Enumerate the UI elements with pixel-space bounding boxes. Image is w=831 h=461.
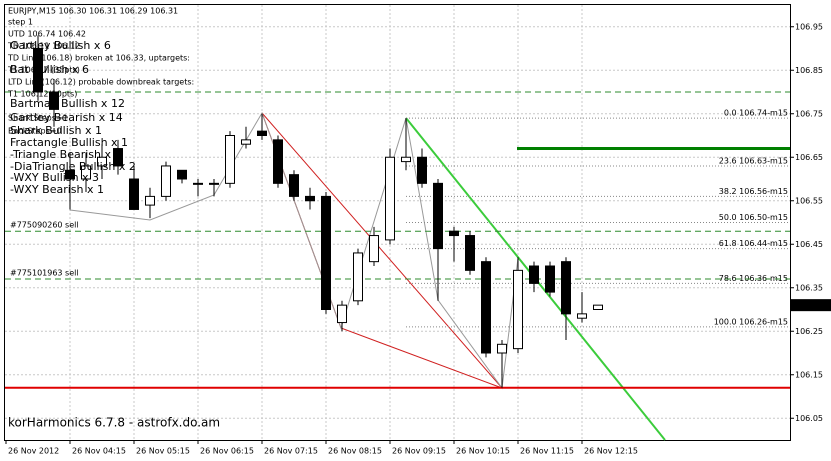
status-line: step 1 (8, 18, 33, 27)
pattern-label: -WXY Bullish x 3 (10, 171, 99, 184)
pattern-label: -DiaTriangle Bullish x 2 (10, 160, 136, 173)
status-line: Shark Steps=1 (8, 114, 68, 123)
candle-body (209, 182, 219, 185)
candle-body (225, 135, 235, 184)
x-tick-label: 26 Nov 12:15 (584, 447, 638, 456)
candle-body (465, 235, 475, 271)
fibo-label: 23.6 106.63-m15 (719, 156, 788, 165)
candle-body (433, 182, 443, 250)
candle-body (33, 48, 43, 93)
status-line: LTD Line(106.12) probable downbreak targ… (8, 78, 194, 87)
candle-body (113, 148, 123, 167)
x-tick-label: 26 Nov 05:15 (136, 447, 190, 456)
x-tick-label: 26 Nov 08:15 (328, 447, 382, 456)
candle-body (257, 130, 267, 136)
pattern-label: Shark Bullish x 1 (10, 124, 102, 137)
pattern-label: -Triangle Bearish x 4 (10, 148, 122, 161)
y-tick-label: 106.95 (795, 22, 823, 31)
x-tick-label: 26 Nov 07:15 (264, 447, 318, 456)
candle-body (337, 304, 347, 324)
footer: korHarmonics 6.7.8 - astrofx.do.am (8, 416, 220, 430)
candle-body (353, 252, 363, 302)
texts: EURJPY,M15 106.30 106.31 106.29 106.31 k… (7, 7, 831, 430)
chart-title: EURJPY,M15 106.30 106.31 106.29 106.31 (8, 7, 178, 16)
candle-body (305, 195, 315, 202)
y-tick-label: 106.35 (795, 283, 823, 292)
fibo-label: 61.8 106.44-m15 (719, 239, 788, 248)
candle-body (593, 304, 603, 310)
pattern-label: Gartley Bullish x 6 (10, 39, 111, 52)
y-tick-label: 106.45 (795, 240, 823, 249)
fibo-label: 50.0 106.50-m15 (719, 213, 788, 222)
y-tick-label: 106.65 (795, 153, 823, 162)
order-label: #775101963 sell (10, 269, 79, 278)
x-tick-label: 26 Nov 04:15 (72, 447, 126, 456)
zigzag (69, 111, 519, 390)
candle-body (529, 265, 539, 284)
y-tick-label: 106.25 (795, 327, 823, 336)
candle-body (449, 230, 459, 237)
status-line: TD 106.11 106.12 (7, 42, 80, 51)
candle-body (369, 235, 379, 263)
last-price-label: 106.31 (795, 301, 823, 310)
candle-body (417, 156, 427, 184)
candle-body (273, 139, 283, 184)
fibo-label: 100.0 106.26-m15 (714, 317, 788, 326)
candle-body (49, 91, 59, 110)
candle-body (497, 343, 507, 354)
candles (33, 35, 603, 388)
status-line: T1 106.12(10pts) (7, 90, 77, 99)
candle-body (545, 265, 555, 293)
status-line: TD Line(106.18) broken at 106.33, uptarg… (7, 54, 190, 63)
candle-body (385, 156, 395, 241)
pattern-label: Bartman Bullish x 12 (10, 97, 125, 110)
status-line: BackSteps=0 (8, 127, 62, 136)
candle-body (241, 139, 251, 145)
candle-body (513, 269, 523, 350)
x-tick-label: 26 Nov 09:15 (392, 447, 446, 456)
candle-body (577, 313, 587, 319)
order-label: #775090260 sell (10, 221, 79, 230)
plot-frame (4, 4, 791, 441)
candle-body (129, 178, 139, 210)
candle-body (481, 261, 491, 354)
candle-body (561, 261, 571, 315)
y-tick-label: 106.55 (795, 196, 823, 205)
candle-body (65, 169, 75, 180)
candle-body (401, 156, 411, 163)
pattern-label: Bat Bullish x 6 (10, 63, 89, 76)
fibo-label: 78.6 106.36-m15 (719, 274, 788, 283)
candle-body (81, 165, 91, 180)
x-tick-label: 26 Nov 10:15 (456, 447, 510, 456)
last-price-box (791, 299, 831, 312)
y-tick-label: 106.15 (795, 370, 823, 379)
status-line: UTD 106.74 106.42 (8, 30, 86, 39)
grid: 106.05 106.15 106.25 106.35 106.45 106.55 106.… (5, 5, 823, 456)
x-tick-label: 26 Nov 2012 (8, 447, 59, 456)
fibo-label: 38.2 106.56-m15 (719, 187, 788, 196)
candle-body (177, 169, 187, 180)
x-tick-label: 26 Nov 11:15 (520, 447, 574, 456)
candle-body (145, 195, 155, 206)
y-tick-label: 106.05 (795, 414, 823, 423)
candle-body (289, 174, 299, 197)
candle-body (161, 165, 171, 197)
candle-body (321, 195, 331, 310)
candle-body (193, 182, 203, 185)
pattern-label: Gartley Bearish x 14 (10, 111, 123, 124)
y-tick-label: 106.85 (795, 66, 823, 75)
fibo-label: 0.0 106.74-m15 (724, 109, 788, 118)
x-tick-label: 26 Nov 06:15 (200, 447, 254, 456)
y-tick-label: 106.75 (795, 109, 823, 118)
candle-body (97, 156, 107, 167)
status-line: T1 106.67 (35pts) (7, 66, 80, 75)
levels: 0.0 106.74-m15 23.6 106.63-m15 38.2 106.56… (5, 91, 790, 389)
pattern-label: Fractangle Bullish x 1 (10, 136, 128, 149)
pattern-label: -WXY Bearish x 1 (10, 183, 104, 196)
